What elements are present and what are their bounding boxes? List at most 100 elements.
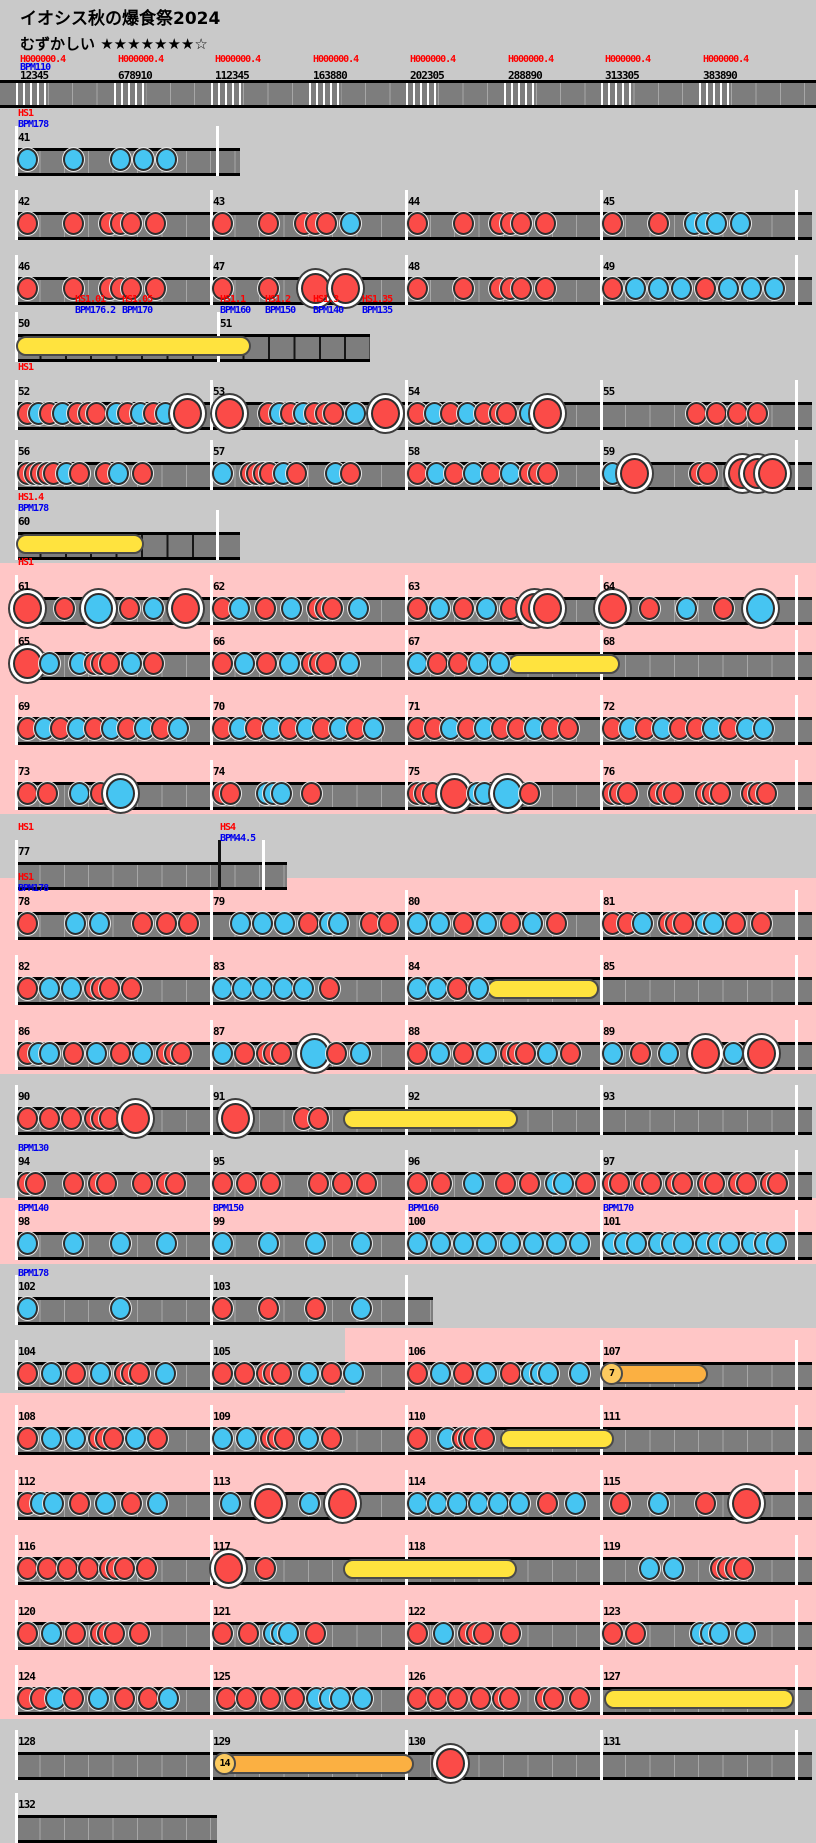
note-don [494, 1171, 516, 1195]
measure-number: 85 [603, 960, 615, 973]
note-ka [406, 911, 428, 935]
note-don [766, 1171, 788, 1195]
note-don [95, 1171, 117, 1195]
measure-number: 118 [408, 1540, 426, 1553]
note-don [750, 911, 772, 935]
note-don [446, 976, 468, 1000]
measure-barline [15, 380, 18, 430]
measure-barline [795, 1470, 798, 1520]
note-don [406, 1041, 428, 1065]
note-don [68, 1491, 90, 1515]
note-ka [229, 911, 251, 935]
note-don [257, 1296, 279, 1320]
note-ka [40, 1361, 62, 1385]
note-don [609, 1491, 631, 1515]
note-don [406, 1171, 428, 1195]
measure-barline [210, 190, 213, 240]
bpm-label: BPM140 [313, 305, 344, 316]
note-don [320, 1361, 342, 1385]
note-don [257, 211, 279, 235]
note-don [724, 911, 746, 935]
note-ka [631, 911, 653, 935]
drumroll-bar [604, 1689, 794, 1709]
note-don [16, 1556, 38, 1580]
note-don [144, 211, 166, 235]
note-don [694, 276, 716, 300]
note-ka [475, 1231, 497, 1255]
measure-number: 98 [18, 1215, 30, 1228]
note-ka [406, 651, 428, 675]
bpm-label: BPM178 [18, 119, 49, 130]
measure-barline [15, 190, 18, 240]
note-don [270, 1041, 292, 1065]
note-don [120, 276, 142, 300]
hs-label: H000000.4 [605, 54, 651, 65]
note-ka [344, 401, 366, 425]
note-don-big [690, 1037, 720, 1069]
note-ka [257, 1231, 279, 1255]
note-don [36, 1556, 58, 1580]
note-ka [429, 1361, 451, 1385]
note-don [211, 276, 233, 300]
note-don-big [597, 592, 627, 624]
measure-number: 81 [603, 895, 615, 908]
measure-barline [15, 1020, 18, 1070]
note-don [113, 1556, 135, 1580]
bpm-label: BPM110 [20, 62, 51, 73]
note-don [443, 461, 465, 485]
note-don [103, 1621, 125, 1645]
note-don-big [120, 1102, 150, 1134]
measure-number: 113 [213, 1475, 231, 1488]
measure-number: 60 [18, 515, 30, 528]
note-ka [16, 1231, 38, 1255]
note-don [339, 461, 361, 485]
note-don [211, 651, 233, 675]
note-ka [734, 1621, 756, 1645]
note-don [62, 1686, 84, 1710]
note-don [640, 1171, 662, 1195]
measure-number: 64 [603, 580, 615, 593]
measure-number: 128 [18, 1735, 36, 1748]
measure-number: 94 [18, 1155, 30, 1168]
note-don [331, 1171, 353, 1195]
note-ka [298, 1491, 320, 1515]
note-don [16, 976, 38, 1000]
bpm-label: BPM140 [18, 1203, 49, 1214]
note-ka [499, 1231, 521, 1255]
note-ka [475, 1041, 497, 1065]
note-don [406, 596, 428, 620]
note-ka [62, 1231, 84, 1255]
note-don [235, 1171, 257, 1195]
note-don [318, 976, 340, 1000]
measure-number: 288890 [508, 69, 543, 82]
measure-barline [216, 510, 219, 560]
note-ka [157, 1686, 179, 1710]
bpm-label: BPM176.2 [75, 305, 116, 316]
note-don [671, 1171, 693, 1195]
note-ka [211, 976, 233, 1000]
note-don [662, 781, 684, 805]
measure-barline [600, 190, 603, 240]
note-don [355, 1171, 377, 1195]
measure-number: 42 [18, 195, 30, 208]
note-don [120, 211, 142, 235]
hs-label: H000000.4 [313, 54, 359, 65]
note-ka [522, 1231, 544, 1255]
note-ka [568, 1361, 590, 1385]
measure-number: 96 [408, 1155, 420, 1168]
note-don [705, 401, 727, 425]
note-don [510, 211, 532, 235]
note-don [377, 911, 399, 935]
note-ka [109, 1231, 131, 1255]
note-ka [142, 596, 164, 620]
measure-barline [795, 1665, 798, 1715]
measure-number: 99 [213, 1215, 225, 1228]
note-ka [88, 911, 110, 935]
note-don-big [731, 1487, 761, 1519]
measure-barline [15, 126, 18, 176]
measure-barline [405, 630, 408, 680]
note-ka [329, 1686, 351, 1710]
measure-number: 93 [603, 1090, 615, 1103]
note-don-big [532, 592, 562, 624]
note-don [499, 1621, 521, 1645]
